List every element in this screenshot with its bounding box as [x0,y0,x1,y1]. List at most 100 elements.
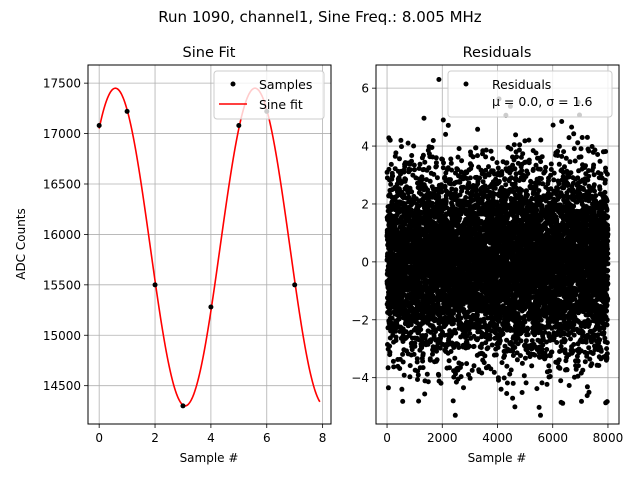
sample-point [124,108,130,114]
sample-point [236,123,242,129]
residual-point [459,361,464,367]
residual-point [453,187,459,193]
residual-point [485,345,491,351]
residual-point [479,370,485,376]
residual-point [500,331,506,337]
residual-point [387,343,393,349]
residual-point [498,386,504,392]
figure-suptitle: Run 1090, channel1, Sine Freq.: 8.005 MH… [158,8,482,26]
residual-point [434,175,440,181]
legend-samples-marker [230,81,236,87]
residual-point [438,380,444,386]
residual-point [503,182,509,188]
residual-point [403,177,409,182]
sine-fit-ytick-label: 17500 [43,77,81,91]
residual-point [475,153,480,159]
residual-point [422,391,428,397]
residual-point [387,137,393,143]
sine-fit-axes: Sine Fit 0 2 4 6 814500150001550016000165001… [14,45,332,465]
residual-point [501,375,507,381]
residual-point [495,165,501,171]
sine-fit-ytick-label: 16000 [43,228,81,242]
residual-point [474,312,480,318]
sine-fit-ytick-label: 14500 [43,379,81,393]
residual-point [490,156,495,162]
residual-point [482,353,488,359]
residual-point [483,147,489,153]
sine-fit-legend-box [213,70,325,120]
sample-point [208,304,214,310]
residual-point [453,330,459,336]
residual-point [385,385,391,391]
residual-point [412,167,417,173]
residual-point [443,199,449,205]
residual-point [433,163,439,169]
residual-point [390,358,396,364]
residual-point [452,412,458,418]
residual-point [448,160,454,166]
residual-point [513,132,519,138]
residual-point [409,153,415,158]
legend-samples-label: Samples [259,77,312,92]
residual-point [487,335,493,341]
residual-point [398,137,404,143]
residual-point [414,356,420,362]
residual-point [469,367,475,373]
residual-point [420,351,426,357]
residual-point [387,311,393,317]
residual-point [519,187,524,193]
residual-point [456,146,462,152]
residuals-title: Residuals [463,45,532,61]
residual-point [399,386,405,392]
sample-point [180,403,186,409]
residual-point [385,365,391,371]
residual-point [405,140,411,146]
residual-point [497,338,503,344]
residual-point [446,358,452,364]
sine-fit-xtick-label: 2 [151,431,159,445]
residual-point [515,311,521,317]
sine-fit-ytick-label: 15500 [43,278,81,292]
residual-point [390,173,396,179]
residual-point [452,355,458,361]
residual-point [455,154,461,160]
residual-point [427,178,433,184]
residual-point [426,165,432,171]
residual-point [502,177,508,183]
sample-point [292,282,298,288]
legend-sine-fit-label: Sine fit [259,97,303,112]
residual-point [441,160,446,166]
residual-point [457,215,463,221]
residual-point [463,195,469,200]
residual-point [386,166,392,172]
residual-point [393,150,399,156]
residual-point [518,353,523,359]
residual-point [388,181,394,187]
residual-point [445,122,451,128]
residual-point [440,117,446,123]
residual-point [499,360,505,366]
sample-point [152,282,158,288]
residual-point [434,357,440,363]
residual-point [420,152,426,158]
residual-point [514,154,520,160]
residual-point [512,166,518,172]
residual-point [459,158,465,164]
residual-point [461,385,466,391]
residual-point [469,163,475,169]
residual-point [493,352,499,358]
residual-point [442,183,448,189]
sine-fit-curve-layer [98,87,321,407]
residual-point [402,164,408,170]
residual-point [433,155,439,161]
sine-fit-ylabel: ADC Counts [14,208,28,280]
residual-point [389,315,395,321]
residuals-points-layer [384,77,611,418]
residual-point [423,332,429,338]
residual-point [439,189,445,195]
residual-point [511,142,517,148]
sine-fit-xtick-label: 8 [319,431,327,445]
